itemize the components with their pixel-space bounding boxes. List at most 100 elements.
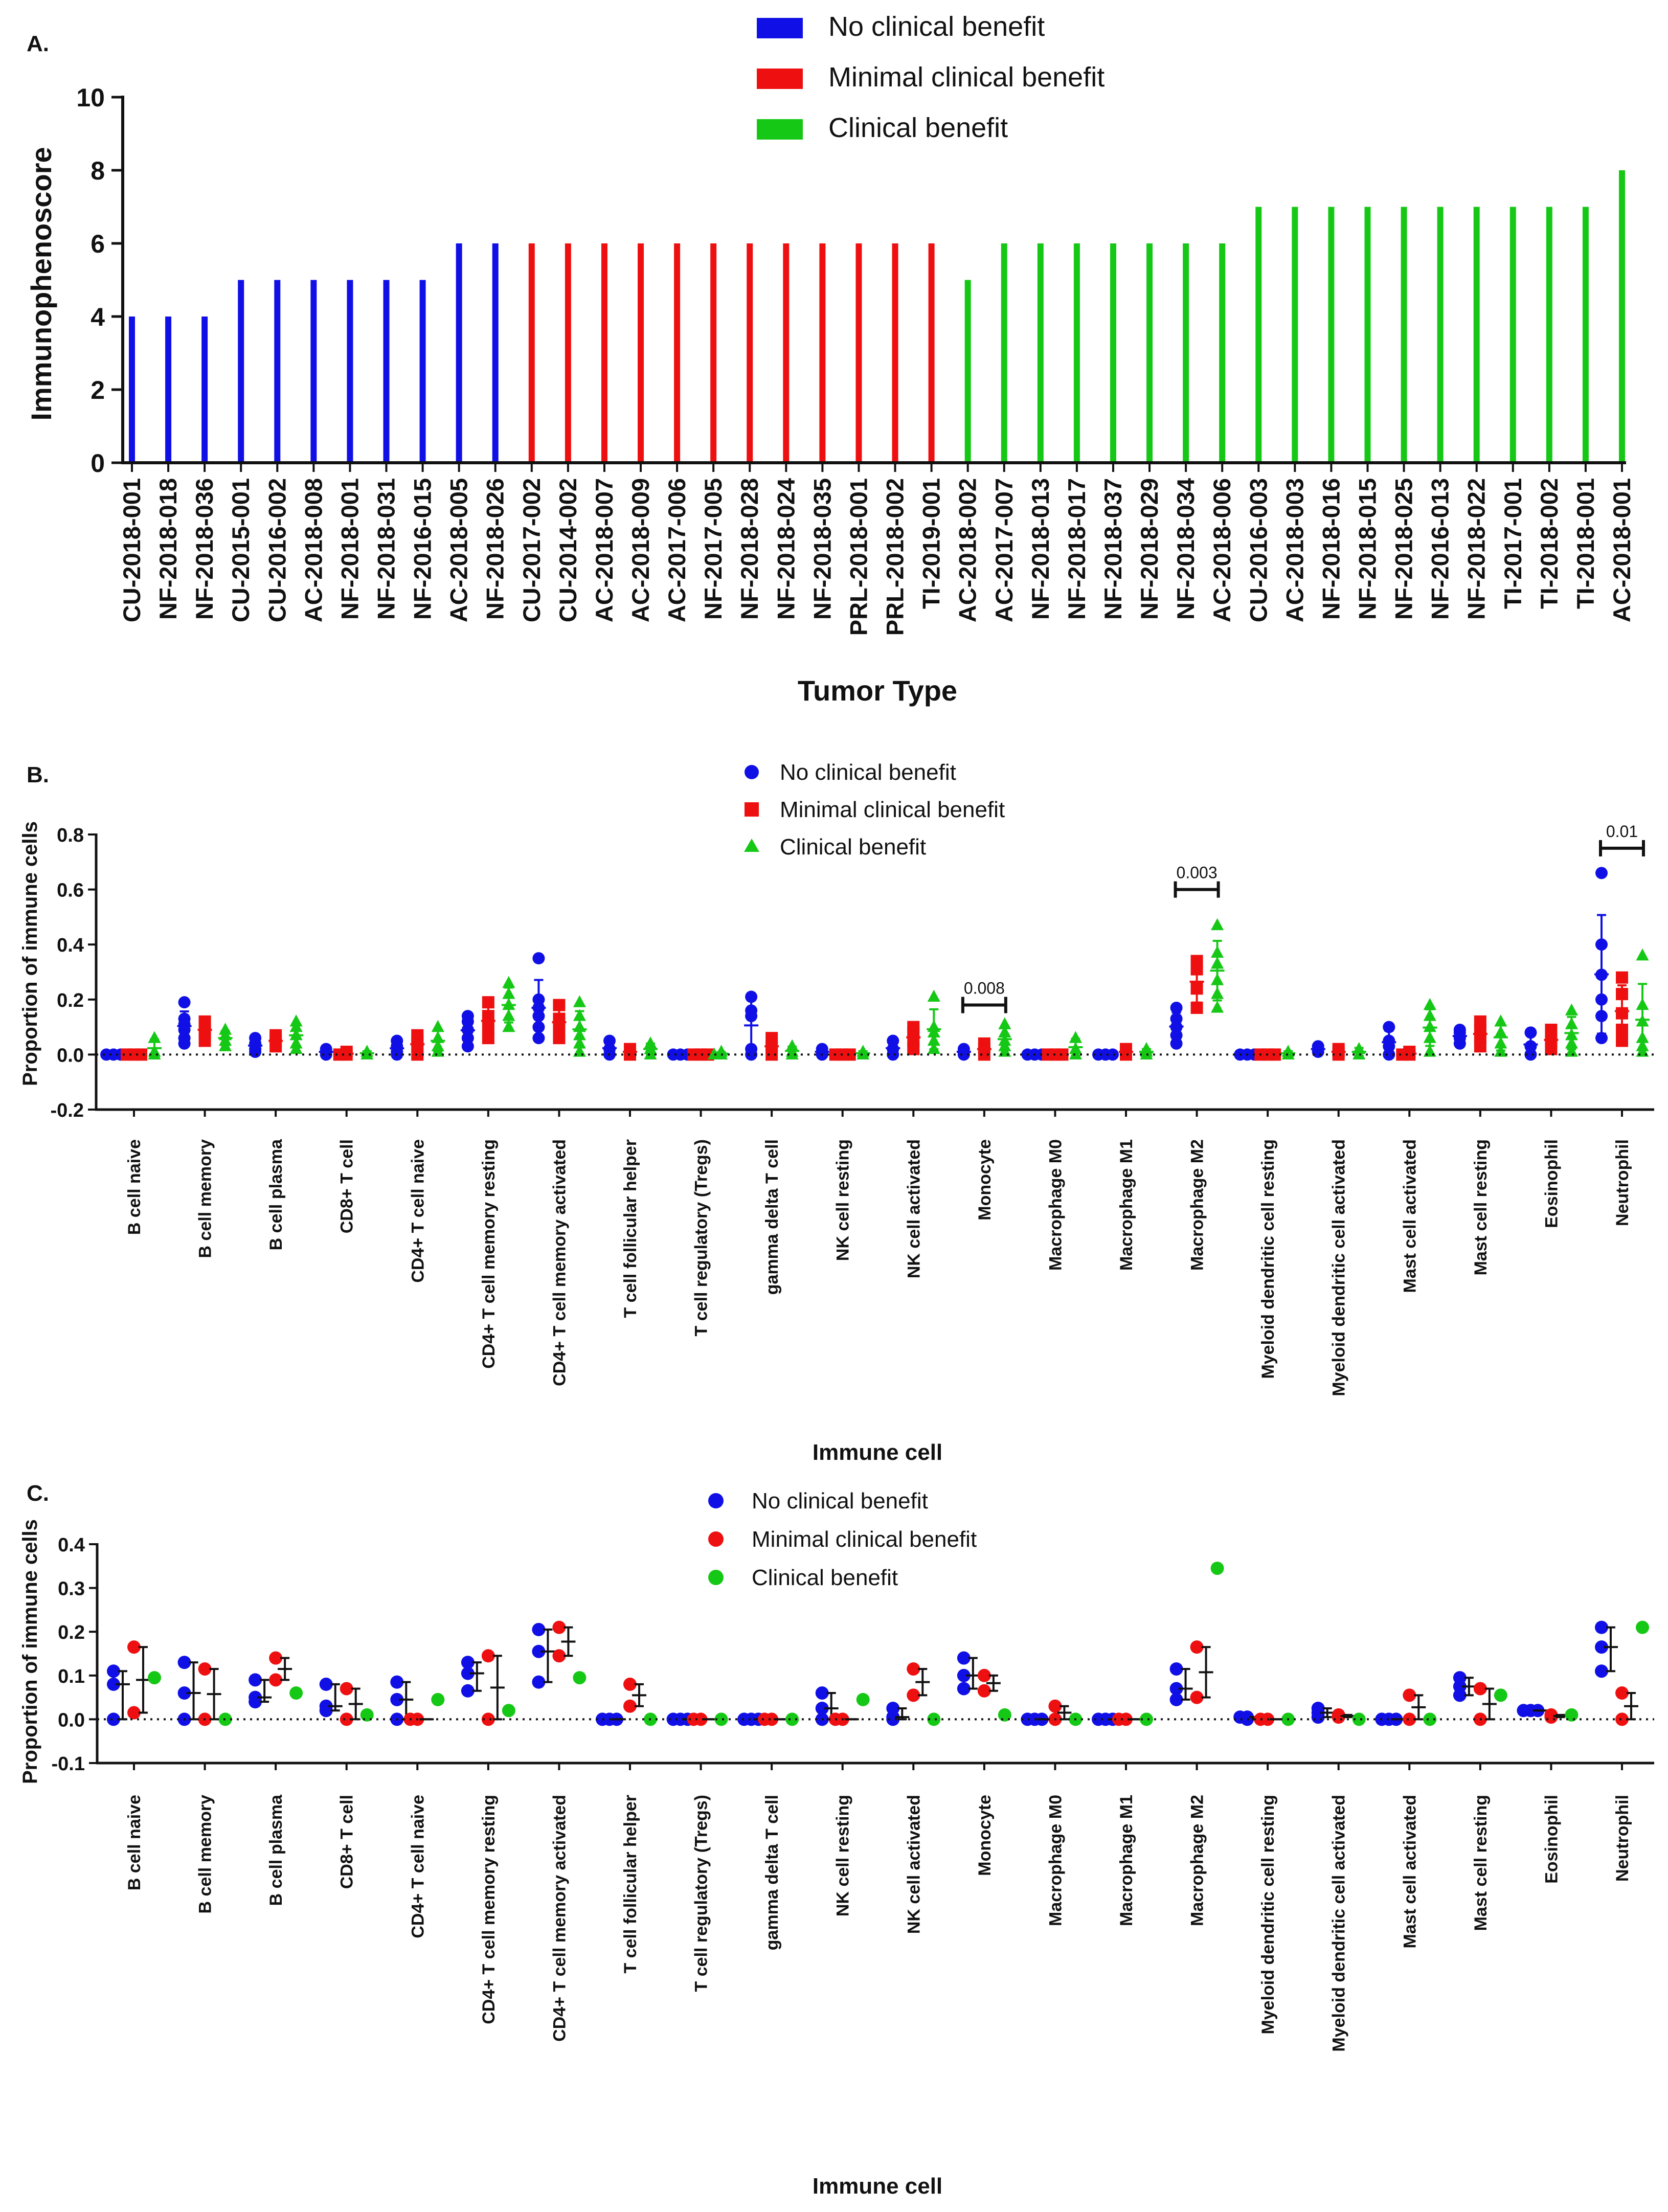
point-no-clinical-benefit <box>532 1644 546 1658</box>
point-no-clinical-benefit <box>1233 1710 1247 1724</box>
x-tick-label: Monocyte <box>975 1795 995 1876</box>
point-clinical-benefit <box>1565 1003 1579 1015</box>
x-tick-label: AC-2018-008 <box>300 478 327 622</box>
x-tick-label: NF-2018-001 <box>336 478 363 620</box>
x-tick-label: NF-2018-035 <box>808 478 836 620</box>
point-minimal-clinical-benefit <box>552 1649 566 1663</box>
point-no-clinical-benefit <box>532 1622 546 1636</box>
x-tick-label: TI-2018-002 <box>1536 478 1563 609</box>
legend-label-minimal-benefit: Minimal clinical benefit <box>752 1527 977 1552</box>
point-clinical-benefit <box>1636 948 1649 961</box>
x-tick-label: CU-2016-002 <box>263 478 290 622</box>
x-tick-label: NF-2018-025 <box>1390 478 1417 620</box>
point-no-clinical-benefit <box>391 1034 403 1047</box>
x-tick-label: AC-2018-003 <box>1281 478 1308 622</box>
y-tick-label: 6 <box>91 230 105 258</box>
bar-NF-2018-024 <box>783 243 790 463</box>
point-clinical-benefit <box>1210 1001 1224 1013</box>
x-tick-label: Macrophage M1 <box>1117 1795 1136 1926</box>
legend-marker-minimal-benefit <box>745 802 759 817</box>
point-clinical-benefit <box>785 1712 799 1726</box>
point-clinical-benefit <box>573 1671 587 1685</box>
bar-NF-2018-028 <box>747 243 753 463</box>
x-tick-label: CU-2015-001 <box>227 478 254 622</box>
panel-c-legend: No clinical benefit Minimal clinical ben… <box>708 1488 977 1590</box>
x-tick-label: T cell follicular helper <box>621 1139 640 1318</box>
x-tick-label: Macrophage M1 <box>1117 1139 1136 1271</box>
bar-CU-2015-001 <box>238 280 244 463</box>
x-tick-label: NF-2016-013 <box>1427 478 1454 620</box>
bar-PRL-2018-001 <box>855 243 862 463</box>
x-tick-label: CD8+ T cell <box>337 1139 357 1233</box>
point-minimal-clinical-benefit <box>1616 971 1628 984</box>
point-minimal-clinical-benefit <box>687 1712 701 1726</box>
x-tick-label: CU-2017-002 <box>518 478 545 622</box>
legend-label-clinical-benefit: Clinical benefit <box>752 1565 898 1590</box>
panel-a-x-tick-labels: CU-2018-001 NF-2018-018 NF-2018-036 CU-2015… <box>118 463 1635 636</box>
bar-AC-2017-006 <box>674 243 681 463</box>
point-minimal-clinical-benefit <box>1615 1712 1629 1726</box>
x-tick-label: CU-2014-002 <box>554 478 581 622</box>
x-tick-label: CU-2016-003 <box>1245 478 1272 622</box>
x-tick-label: B cell memory <box>196 1139 215 1258</box>
bar-NF-2016-015 <box>419 280 426 463</box>
y-tick-label: 10 <box>76 83 105 112</box>
bar-NF-2018-035 <box>819 243 826 463</box>
panel-a-bar-chart: No clinical benefit Minimal clinical ben… <box>25 11 1635 707</box>
x-tick-label: TI-2019-001 <box>918 478 945 609</box>
bar-CU-2014-002 <box>565 243 571 463</box>
point-minimal-clinical-benefit <box>1544 1708 1558 1722</box>
panel-b-axes <box>95 833 1654 1111</box>
point-minimal-clinical-benefit <box>907 1662 920 1676</box>
significance-p-value: 0.008 <box>964 979 1005 998</box>
point-clinical-benefit <box>431 1692 445 1706</box>
x-tick-label: NK cell resting <box>833 1795 853 1916</box>
point-clinical-benefit <box>431 1020 444 1032</box>
point-no-clinical-benefit <box>178 996 191 1009</box>
x-tick-label: TI-2018-001 <box>1572 478 1599 609</box>
y-tick-label: 4 <box>91 303 105 331</box>
y-tick-label: 0.4 <box>57 935 84 956</box>
point-no-clinical-benefit <box>249 1690 262 1704</box>
x-tick-label: NF-2016-015 <box>409 478 436 620</box>
x-tick-label: NF-2018-029 <box>1136 478 1163 620</box>
bar-NF-2018-018 <box>165 317 172 463</box>
y-tick-label: 2 <box>91 376 105 404</box>
x-tick-label: B cell plasma <box>266 1794 286 1906</box>
point-no-clinical-benefit <box>177 1686 191 1700</box>
y-tick-label: 8 <box>91 156 105 185</box>
bar-TI-2018-001 <box>1582 207 1589 463</box>
x-tick-label: NF-2018-026 <box>482 478 509 620</box>
point-clinical-benefit <box>856 1692 870 1706</box>
x-tick-label: TI-2017-001 <box>1499 478 1526 609</box>
point-no-clinical-benefit <box>815 1686 829 1700</box>
x-tick-label: NF-2018-037 <box>1099 478 1126 620</box>
panel-a-legend: No clinical benefit Minimal clinical ben… <box>757 11 1105 143</box>
x-tick-label: CD4+ T cell memory activated <box>550 1139 569 1386</box>
x-tick-label: Eosinophil <box>1542 1139 1561 1228</box>
bar-NF-2017-005 <box>710 243 717 463</box>
x-tick-label: NF-2018-015 <box>1354 478 1381 620</box>
point-minimal-clinical-benefit <box>1332 1708 1345 1722</box>
x-tick-label: NF-2018-016 <box>1317 478 1344 620</box>
legend-marker-minimal-benefit <box>708 1531 724 1547</box>
bar-CU-2018-001 <box>129 317 135 463</box>
y-tick-label: 0.8 <box>57 825 84 846</box>
bar-TI-2017-001 <box>1509 207 1516 463</box>
point-no-clinical-benefit <box>957 1668 971 1682</box>
point-clinical-benefit <box>1565 1708 1579 1722</box>
x-tick-label: AC-2018-007 <box>591 478 618 622</box>
point-no-clinical-benefit <box>461 1666 475 1680</box>
bar-AC-2018-005 <box>456 243 462 463</box>
bar-NF-2018-029 <box>1146 243 1153 463</box>
bar-NF-2018-025 <box>1401 207 1407 463</box>
point-no-clinical-benefit <box>107 1677 120 1691</box>
point-no-clinical-benefit <box>1595 1620 1608 1634</box>
point-no-clinical-benefit <box>461 1656 475 1669</box>
x-tick-label: NF-2018-013 <box>1027 478 1054 620</box>
panel-a-bars <box>129 170 1625 463</box>
legend-swatch-clinical-benefit <box>757 119 803 140</box>
point-clinical-benefit <box>927 989 940 1002</box>
x-tick-label: Eosinophil <box>1542 1795 1561 1884</box>
x-tick-label: NF-2018-034 <box>1172 478 1199 620</box>
